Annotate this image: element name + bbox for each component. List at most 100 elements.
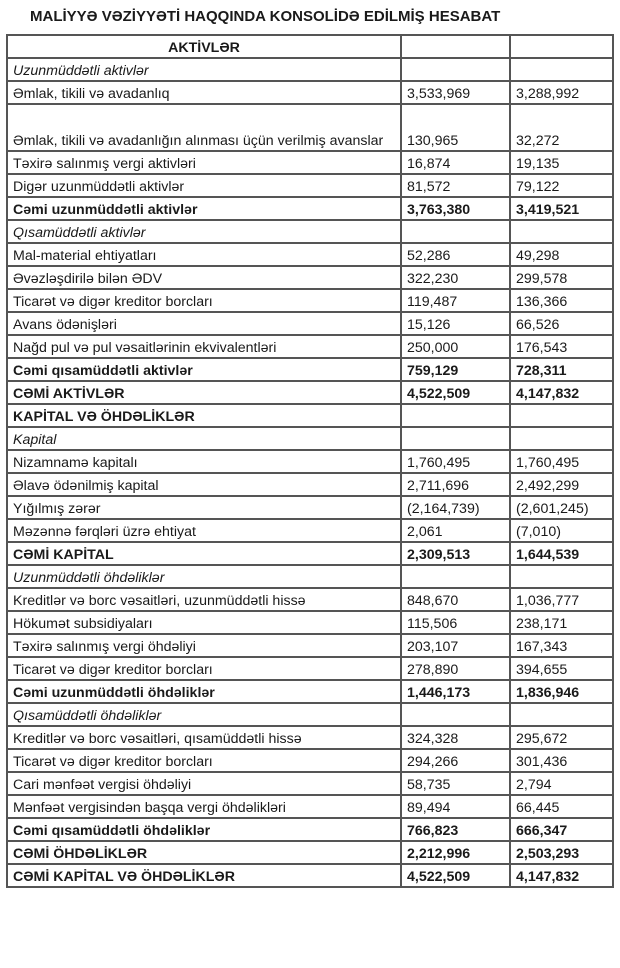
row-label: Yığılmış zərər (6, 495, 402, 520)
value-current-year: 58,735 (400, 771, 511, 796)
value-prior-year: 1,644,539 (509, 541, 614, 566)
row-label: Cəmi uzunmüddətli öhdəliklər (6, 679, 402, 704)
value-prior-year: 666,347 (509, 817, 614, 842)
value-current-year: 119,487 (400, 288, 511, 313)
row-label: Ticarət və digər kreditor borcları (6, 288, 402, 313)
row-label: Kreditlər və borc vəsaitləri, uzunmüddət… (6, 587, 402, 612)
value-current-year: 115,506 (400, 610, 511, 635)
value-current-year: 324,328 (400, 725, 511, 750)
value-prior-year: 176,543 (509, 334, 614, 359)
value-current-year: 766,823 (400, 817, 511, 842)
value-prior-year: 3,419,521 (509, 196, 614, 221)
value-current-year: 4,522,509 (400, 863, 511, 888)
value-prior-year (509, 426, 614, 451)
table-row: Nağd pul və pul vəsaitlərinin ekvivalent… (6, 334, 614, 359)
row-label: Avans ödənişləri (6, 311, 402, 336)
value-current-year (400, 219, 511, 244)
value-prior-year: (2,601,245) (509, 495, 614, 520)
table-row: CƏMİ AKTİVLƏR 4,522,509 4,147,832 (6, 380, 614, 405)
table-row: Kreditlər və borc vəsaitləri, qısamüddət… (6, 725, 614, 750)
table-row: Təxirə salınmış vergi aktivləri 16,874 19,… (6, 150, 614, 175)
value-prior-year: 66,445 (509, 794, 614, 819)
value-prior-year: 136,366 (509, 288, 614, 313)
value-prior-year: 728,311 (509, 357, 614, 382)
value-current-year (400, 564, 511, 589)
value-prior-year: 301,436 (509, 748, 614, 773)
value-prior-year: 299,578 (509, 265, 614, 290)
row-label: Cəmi qısamüddətli aktivlər (6, 357, 402, 382)
value-prior-year: 167,343 (509, 633, 614, 658)
table-row: CƏMİ KAPİTAL VƏ ÖHDƏLİKLƏR 4,522,509 4,147… (6, 863, 614, 888)
row-label: Əvəzləşdirilə bilən ƏDV (6, 265, 402, 290)
value-current-year: 759,129 (400, 357, 511, 382)
table-row: Cəmi uzunmüddətli aktivlər 3,763,380 3,419… (6, 196, 614, 221)
value-current-year (400, 34, 511, 59)
value-prior-year: (7,010) (509, 518, 614, 543)
value-current-year: 3,763,380 (400, 196, 511, 221)
value-prior-year (509, 403, 614, 428)
row-label: Təxirə salınmış vergi aktivləri (6, 150, 402, 175)
table-row: AKTİVLƏR (6, 34, 614, 59)
table-row: Əvəzləşdirilə bilən ƏDV 322,230 299,578 (6, 265, 614, 290)
value-current-year (400, 57, 511, 82)
value-prior-year: 79,122 (509, 173, 614, 198)
value-prior-year: 2,794 (509, 771, 614, 796)
value-current-year: 2,309,513 (400, 541, 511, 566)
row-label: Kreditlər və borc vəsaitləri, qısamüddət… (6, 725, 402, 750)
document-title: MALİYYƏ VƏZİYYƏTİ HAQQINDA KONSOLİDƏ EDİ… (30, 8, 501, 25)
value-prior-year: 1,760,495 (509, 449, 614, 474)
table-row: Cəmi qısamüddətli aktivlər 759,129 728,311 (6, 357, 614, 382)
table-row: Ticarət və digər kreditor borcları 294,26… (6, 748, 614, 773)
value-prior-year (509, 564, 614, 589)
row-label: Cəmi uzunmüddətli aktivlər (6, 196, 402, 221)
table-row: Mal-material ehtiyatları 52,286 49,298 (6, 242, 614, 267)
row-label: Uzunmüddətli aktivlər (6, 57, 402, 82)
row-label: Qısamüddətli aktivlər (6, 219, 402, 244)
row-label: Əlavə ödənilmiş kapital (6, 472, 402, 497)
table-row: Məzənnə fərqləri üzrə ehtiyat 2,061 (7,010… (6, 518, 614, 543)
balance-sheet-table: AKTİVLƏR Uzunmüddətli aktivlər Əmlak, tiki… (6, 34, 614, 888)
value-current-year: 203,107 (400, 633, 511, 658)
value-current-year: 2,711,696 (400, 472, 511, 497)
row-label: Mal-material ehtiyatları (6, 242, 402, 267)
table-row: Yığılmış zərər (2,164,739) (2,601,245) (6, 495, 614, 520)
value-prior-year: 1,836,946 (509, 679, 614, 704)
row-label: Digər uzunmüddətli aktivlər (6, 173, 402, 198)
row-label: Nizamnamə kapitalı (6, 449, 402, 474)
value-current-year: 294,266 (400, 748, 511, 773)
table-row: Hökumət subsidiyaları 115,506 238,171 (6, 610, 614, 635)
value-prior-year: 394,655 (509, 656, 614, 681)
table-row: CƏMİ ÖHDƏLİKLƏR 2,212,996 2,503,293 (6, 840, 614, 865)
row-label: Cari mənfəət vergisi öhdəliyi (6, 771, 402, 796)
row-label: CƏMİ AKTİVLƏR (6, 380, 402, 405)
row-label: Uzunmüddətli öhdəliklər (6, 564, 402, 589)
row-label: Ticarət və digər kreditor borcları (6, 656, 402, 681)
value-current-year: 250,000 (400, 334, 511, 359)
row-label: Qısamüddətli öhdəliklər (6, 702, 402, 727)
table-row: Ticarət və digər kreditor borcları 278,89… (6, 656, 614, 681)
row-label: CƏMİ KAPİTAL VƏ ÖHDƏLİKLƏR (6, 863, 402, 888)
row-label: Cəmi qısamüddətli öhdəliklər (6, 817, 402, 842)
row-label: Hökumət subsidiyaları (6, 610, 402, 635)
value-current-year: 4,522,509 (400, 380, 511, 405)
table-row: KAPİTAL VƏ ÖHDƏLİKLƏR (6, 403, 614, 428)
value-current-year: 1,760,495 (400, 449, 511, 474)
value-prior-year (509, 34, 614, 59)
value-current-year: 16,874 (400, 150, 511, 175)
value-current-year: 278,890 (400, 656, 511, 681)
value-prior-year: 49,298 (509, 242, 614, 267)
value-prior-year (509, 57, 614, 82)
value-current-year: 1,446,173 (400, 679, 511, 704)
row-label: CƏMİ KAPİTAL (6, 541, 402, 566)
row-label: Kapital (6, 426, 402, 451)
value-current-year: 322,230 (400, 265, 511, 290)
table-row: Kapital (6, 426, 614, 451)
table-row: Uzunmüddətli öhdəliklər (6, 564, 614, 589)
value-current-year (400, 426, 511, 451)
value-current-year: 2,212,996 (400, 840, 511, 865)
value-current-year: 89,494 (400, 794, 511, 819)
row-label: Əmlak, tikili və avadanlığın alınması üç… (6, 103, 402, 152)
value-prior-year (509, 702, 614, 727)
row-label: Nağd pul və pul vəsaitlərinin ekvivalent… (6, 334, 402, 359)
value-current-year: 848,670 (400, 587, 511, 612)
